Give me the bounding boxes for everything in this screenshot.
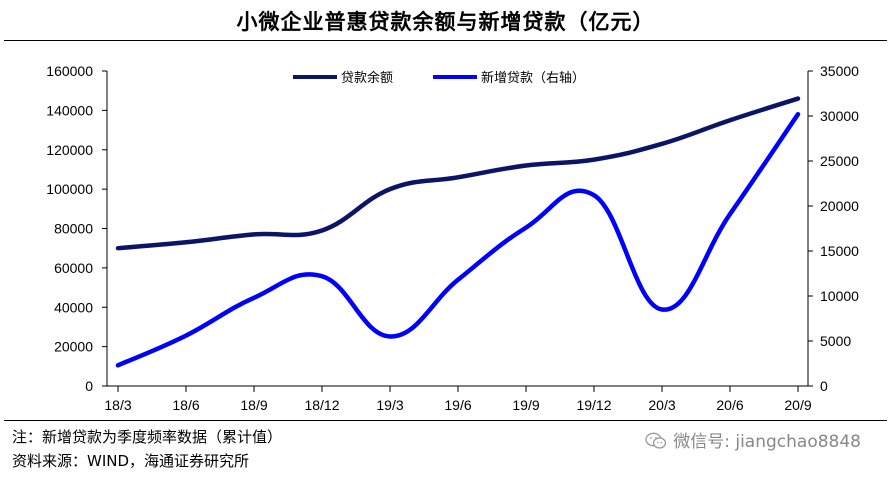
right-tick-label: 10000 xyxy=(820,288,859,304)
left-tick-label: 120000 xyxy=(46,142,93,158)
x-tick-label: 18/9 xyxy=(240,397,267,413)
x-tick-label: 20/6 xyxy=(716,397,743,413)
right-tick-label: 5000 xyxy=(820,333,851,349)
left-tick-label: 0 xyxy=(85,378,93,394)
left-tick-label: 140000 xyxy=(46,102,93,118)
x-tick-label: 18/6 xyxy=(172,397,199,413)
legend-label-2: 新增贷款（右轴） xyxy=(481,70,585,86)
x-tick-label: 19/3 xyxy=(376,397,403,413)
watermark: 微信号: jiangchao8848 xyxy=(645,427,861,455)
left-tick-label: 60000 xyxy=(54,260,93,276)
x-tick-label: 20/9 xyxy=(784,397,811,413)
line-chart: 0200004000060000800001000001200001400001… xyxy=(46,63,859,413)
wechat-icon xyxy=(645,432,667,455)
chart-title: 小微企业普惠贷款余额与新增贷款（亿元） xyxy=(236,9,655,34)
x-tick-label: 20/3 xyxy=(648,397,675,413)
left-tick-label: 160000 xyxy=(46,63,93,79)
x-tick-label: 19/6 xyxy=(444,397,471,413)
right-tick-label: 20000 xyxy=(820,198,859,214)
x-tick-label: 18/3 xyxy=(104,397,131,413)
watermark-text: 微信号: jiangchao8848 xyxy=(673,432,861,452)
footnote: 注：新增贷款为季度频率数据（累计值） xyxy=(12,428,283,446)
legend-label-1: 贷款余额 xyxy=(341,70,393,86)
left-tick-label: 40000 xyxy=(54,299,93,315)
x-tick-label: 18/12 xyxy=(304,397,339,413)
series-line-1 xyxy=(115,96,801,251)
x-tick-label: 19/9 xyxy=(512,397,539,413)
source-note: 资料来源：WIND，海通证券研究所 xyxy=(12,452,250,470)
series-line-2 xyxy=(115,111,801,368)
left-tick-label: 20000 xyxy=(54,339,93,355)
left-tick-label: 80000 xyxy=(54,221,93,237)
left-tick-label: 100000 xyxy=(46,181,93,197)
x-tick-label: 19/12 xyxy=(576,397,611,413)
right-tick-label: 0 xyxy=(820,378,828,394)
right-tick-label: 15000 xyxy=(820,243,859,259)
title-rule xyxy=(4,40,887,41)
right-tick-label: 35000 xyxy=(820,63,859,79)
footer-rule xyxy=(4,420,887,421)
right-tick-label: 25000 xyxy=(820,153,859,169)
right-tick-label: 30000 xyxy=(820,108,859,124)
